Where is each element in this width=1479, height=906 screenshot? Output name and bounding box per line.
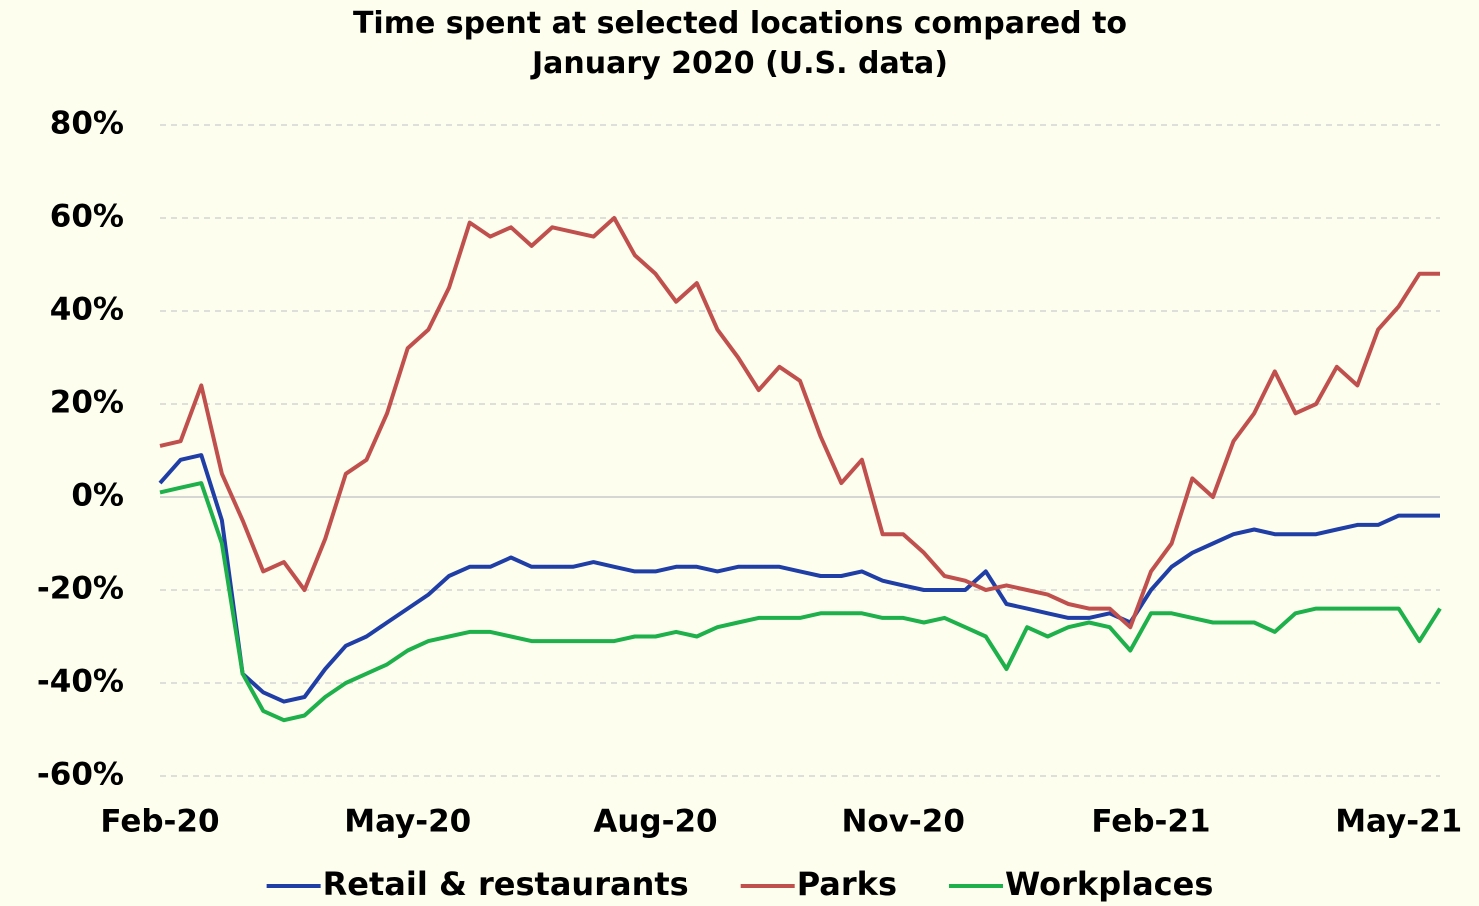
x-tick-label: May-20: [344, 804, 471, 840]
y-tick-label: 0%: [71, 478, 124, 514]
x-tick-label: Aug-20: [593, 804, 717, 840]
y-tick-label: 40%: [50, 292, 124, 328]
legend: Retail & restaurants Parks Workplaces: [266, 865, 1213, 903]
legend-label: Retail & restaurants: [323, 865, 689, 903]
y-tick-label: 80%: [50, 106, 124, 142]
legend-label: Parks: [797, 865, 897, 903]
y-tick-label: -20%: [37, 571, 124, 607]
y-tick-label: 60%: [50, 199, 124, 235]
y-tick-label: -60%: [37, 757, 124, 793]
x-tick-label: Feb-20: [100, 804, 219, 840]
x-tick-label: Nov-20: [841, 804, 964, 840]
y-tick-label: -40%: [37, 664, 124, 700]
legend-label: Workplaces: [1005, 865, 1213, 903]
chart-title: Time spent at selected locations compare…: [352, 6, 1128, 81]
y-tick-label: 20%: [50, 385, 124, 421]
x-tick-label: May-21: [1335, 804, 1462, 840]
series-line: [159, 481, 1442, 723]
series-line: [158, 453, 1440, 704]
series-line: [159, 216, 1440, 630]
x-tick-label: Feb-21: [1091, 804, 1210, 840]
